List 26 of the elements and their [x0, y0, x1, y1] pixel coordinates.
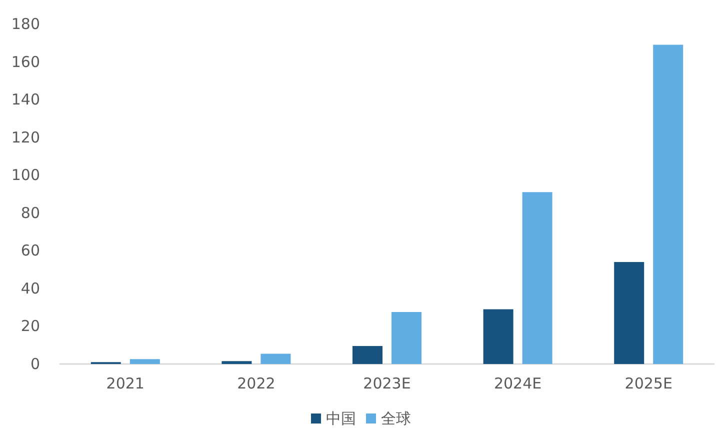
x-tick-label: 2021 — [106, 374, 144, 392]
bar — [260, 354, 291, 364]
bar — [130, 359, 160, 364]
y-tick-label: 0 — [30, 355, 40, 373]
y-tick-label: 20 — [20, 317, 40, 336]
bar — [392, 312, 422, 364]
y-tick-label: 120 — [11, 128, 40, 146]
legend-label: 中国 — [326, 410, 356, 428]
x-tick-label: 2024E — [494, 374, 542, 392]
bar — [352, 346, 382, 364]
x-tick-label: 2025E — [624, 374, 672, 392]
bar — [522, 192, 552, 364]
y-tick-label: 100 — [11, 166, 40, 184]
legend-label: 全球 — [381, 410, 411, 428]
bar — [222, 361, 252, 364]
y-tick-label: 180 — [11, 15, 40, 33]
y-tick-label: 160 — [11, 52, 40, 71]
bar — [653, 44, 684, 364]
x-tick-label: 2022 — [237, 374, 276, 392]
y-tick-label: 40 — [20, 279, 40, 298]
bar — [614, 262, 644, 364]
x-tick-label: 2023E — [363, 374, 411, 392]
bar — [483, 309, 514, 364]
y-tick-label: 140 — [11, 90, 40, 109]
y-tick-label: 60 — [20, 242, 40, 260]
y-tick-label: 80 — [20, 204, 40, 222]
